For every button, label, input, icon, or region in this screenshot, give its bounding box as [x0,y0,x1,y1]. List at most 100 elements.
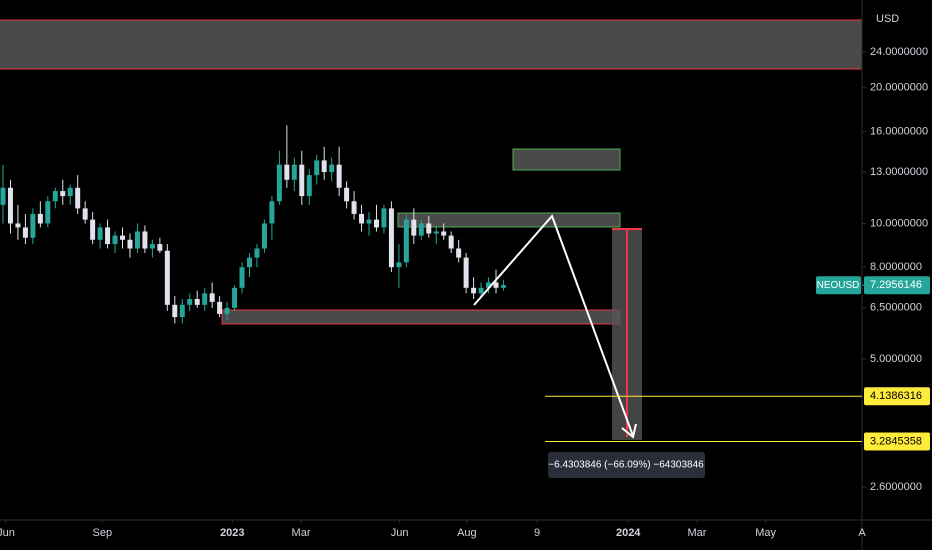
y-tick-label: 13.0000000 [870,166,928,178]
candle-body [149,244,155,249]
candle-body [448,235,454,249]
last-price-box [864,276,930,295]
x-tick-label: Aug [457,527,477,539]
candle-body [22,227,28,238]
y-tick-label: 24.0000000 [870,46,928,58]
x-tick-label: May [755,527,776,539]
x-tick-label: Sep [93,527,113,539]
candle-body [112,235,118,245]
candle-body [15,223,21,228]
level-label-box [864,432,930,451]
candle-body [232,287,238,308]
x-tick-label: 2023 [220,527,244,539]
path-arrow [473,214,634,437]
y-tick-label: 6.5000000 [870,302,922,314]
candle-body [217,301,223,314]
x-tick-label: 2024 [616,527,641,539]
candle-body [164,250,170,305]
y-tick-label: 10.0000000 [870,217,928,229]
candle-body [157,244,163,251]
level-label-box [864,387,930,406]
candle-body [306,175,312,197]
candle-body [67,187,73,197]
candle-body [426,223,432,234]
candle-body [500,285,506,288]
y-tick-label: 16.0000000 [870,125,928,137]
candle-body [433,231,439,234]
level-label: 3.2845358 [870,435,922,447]
candle-body [75,187,81,209]
candle-body [478,287,484,294]
candle-body [187,298,193,305]
candle-body [246,257,252,268]
candle-body [276,164,282,202]
x-tick-label: 9 [534,527,540,539]
x-tick-label: Jun [0,527,15,539]
candle-body [179,304,185,318]
candle-body [37,213,43,224]
candle-body [82,208,88,220]
candle-body [269,201,275,224]
candle-body [127,239,133,249]
y-tick-label: 20.0000000 [870,82,928,94]
level-label: 4.1386316 [870,390,922,402]
arrow-head [621,423,637,439]
candle-body [60,191,66,197]
candle-body [90,219,96,240]
candle-body [486,282,492,288]
symbol-box [816,276,861,295]
candle-body [0,187,6,205]
candle-body [381,208,387,228]
candle-body [239,267,245,288]
candle-body [411,219,417,236]
candle-body [291,164,297,180]
candle-body [254,248,260,258]
candle-body [52,191,58,202]
candle-body [359,213,365,224]
measure-tooltip [548,452,705,478]
candle-body [284,164,290,180]
y-tick-label: 8.0000000 [870,261,922,273]
candle-body [321,160,327,173]
zone [397,212,621,228]
candle-body [441,231,447,236]
candle-body [105,227,111,245]
candle-body [329,164,335,173]
candle-body [261,223,267,249]
candle-body [396,262,402,268]
candle-body [493,282,499,288]
candle-body [194,298,200,305]
x-tick-label: Jun [391,527,409,539]
candle-body [471,287,477,294]
zone [0,20,862,69]
candle-body [142,231,148,249]
candle-body [209,293,215,302]
candle-body [120,235,126,240]
candle-body [30,213,36,238]
symbol-label: NEOUSD [817,280,860,291]
y-tick-label: 2.6000000 [870,481,922,493]
candle-body [172,304,178,318]
candle-body [299,164,305,197]
y-tick-label: 5.0000000 [870,353,922,365]
x-tick-label: A [858,527,866,539]
candle-body [456,248,462,258]
candle-body [134,231,140,249]
candle-body [463,257,469,288]
candle-body [388,208,394,268]
currency-box [868,8,898,30]
x-tick-label: Mar [292,527,311,539]
candle-body [403,219,409,263]
zone [221,309,621,325]
candle-body [97,227,103,240]
candle-body [314,160,320,176]
last-price-label: 7.2956146 [870,279,922,291]
zone [512,148,621,171]
currency: USD [876,13,899,25]
candle-body [351,201,357,214]
candle-body [344,187,350,202]
candle-body [224,307,230,314]
candle-body [373,219,379,228]
candle-body [202,293,208,305]
